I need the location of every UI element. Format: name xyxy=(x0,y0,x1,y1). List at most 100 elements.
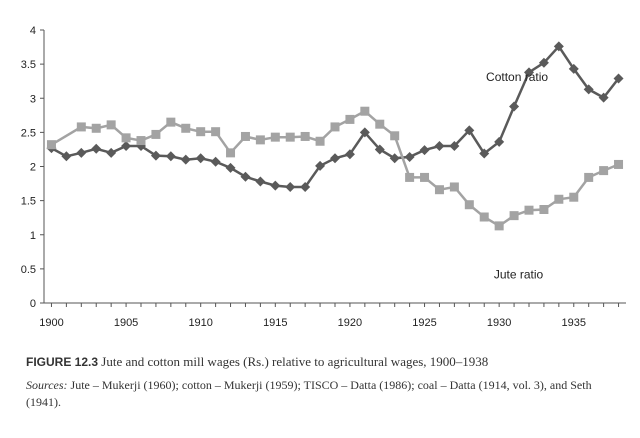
jute-ratio-point xyxy=(345,114,355,124)
jute-ratio-point xyxy=(494,221,504,231)
jute-ratio-point xyxy=(151,129,161,139)
cotton-ratio-point xyxy=(195,153,206,164)
figure-caption: FIGURE 12.3 Jute and cotton mill wages (… xyxy=(26,353,626,411)
jute-ratio-point xyxy=(106,120,116,130)
cotton-ratio-point xyxy=(121,141,132,152)
cotton-ratio-point xyxy=(330,153,340,164)
cotton-ratio-point xyxy=(464,125,475,136)
jute-ratio-point xyxy=(405,172,415,182)
axes: 0 0.5 1 1.5 2 2.5 3 3.5 4 1900 1905 1910 1915 1920 192… xyxy=(21,25,626,329)
sources-text: Jute – Mukerji (1960); cotton – Mukerji … xyxy=(26,378,592,409)
jute-ratio-point xyxy=(285,132,295,142)
jute-ratio-point xyxy=(76,122,86,132)
jute-ratio-point xyxy=(166,117,176,127)
jute-ratio-point xyxy=(599,166,609,176)
x-tick-label: 1905 xyxy=(114,317,138,329)
chart: 0 0.5 1 1.5 2 2.5 3 3.5 4 1900 1905 1910 1915 1920 192… xyxy=(21,25,626,329)
y-tick-label: 1.5 xyxy=(21,196,36,208)
y-tick-label: 0.5 xyxy=(21,264,36,276)
jute-ratio-point xyxy=(211,127,221,137)
cotton-ratio-point xyxy=(255,176,266,187)
jute-ratio-annotation: Jute ratio xyxy=(494,267,544,281)
y-tick-label: 2 xyxy=(30,162,36,174)
jute-ratio-point xyxy=(509,211,519,221)
cotton-ratio-point xyxy=(613,73,624,84)
jute-ratio-point xyxy=(420,172,430,182)
cotton-ratio-point xyxy=(479,148,490,159)
x-tick-label: 1910 xyxy=(188,317,212,329)
cotton-ratio-point xyxy=(598,92,609,103)
cotton-ratio-point xyxy=(568,63,579,74)
cotton-ratio-point xyxy=(434,141,445,152)
cotton-ratio-point xyxy=(449,141,460,152)
line-chart: 0 0.5 1 1.5 2 2.5 3 3.5 4 1900 1905 1910 1915 1920 192… xyxy=(21,25,626,329)
sources-label: Sources: xyxy=(26,378,68,392)
cotton-ratio-line xyxy=(50,44,620,189)
jute-ratio-point xyxy=(315,136,325,146)
cotton-ratio-point xyxy=(374,144,385,155)
y-tick-label: 1 xyxy=(30,230,36,242)
x-tick-label: 1920 xyxy=(338,317,362,329)
jute-ratio-point xyxy=(46,140,56,150)
cotton-ratio-point xyxy=(315,160,326,171)
cotton-ratio-point xyxy=(91,143,102,154)
cotton-ratio-point xyxy=(509,101,520,112)
cotton-ratio-point xyxy=(389,153,400,164)
jute-ratio-point xyxy=(196,127,206,137)
jute-ratio-point xyxy=(569,192,579,202)
cotton-ratio-point xyxy=(61,151,72,162)
figure-label: FIGURE 12.3 xyxy=(26,355,99,369)
cotton-ratio-annotation: Cotton ratio xyxy=(486,70,548,84)
cotton-ratio-point xyxy=(150,150,161,161)
x-tick-label: 1915 xyxy=(263,317,287,329)
cotton-ratio-point xyxy=(524,67,534,78)
jute-ratio-series xyxy=(46,106,624,231)
series-layer xyxy=(46,41,624,231)
jute-ratio-point xyxy=(360,106,370,116)
cotton-ratio-point xyxy=(419,145,430,156)
cotton-ratio-point xyxy=(553,41,564,52)
jute-ratio-point xyxy=(390,131,400,141)
jute-ratio-point xyxy=(375,119,385,129)
cotton-ratio-point xyxy=(494,136,505,147)
cotton-ratio-point xyxy=(583,84,594,95)
cotton-ratio-point xyxy=(270,180,281,191)
jute-ratio-point xyxy=(330,122,340,132)
cotton-ratio-series xyxy=(46,41,624,192)
cotton-ratio-point xyxy=(76,147,87,158)
jute-ratio-point xyxy=(434,185,444,195)
y-tick-label: 2.5 xyxy=(21,127,36,139)
cotton-ratio-point xyxy=(404,151,415,162)
cotton-ratio-point xyxy=(165,151,176,162)
cotton-ratio-point xyxy=(210,156,221,167)
jute-ratio-point xyxy=(524,205,534,215)
jute-ratio-point xyxy=(479,212,489,222)
jute-ratio-point xyxy=(539,204,549,214)
y-tick-label: 4 xyxy=(30,25,36,37)
cotton-ratio-point xyxy=(225,162,236,173)
jute-ratio-point xyxy=(270,132,280,142)
cotton-ratio-point xyxy=(180,154,191,165)
figure-title-text: Jute and cotton mill wages (Rs.) relativ… xyxy=(101,354,489,369)
x-tick-label: 1930 xyxy=(487,317,511,329)
cotton-ratio-point xyxy=(240,171,251,182)
jute-ratio-point xyxy=(91,123,101,133)
x-tick-label: 1925 xyxy=(412,317,436,329)
jute-ratio-point xyxy=(614,159,624,169)
jute-ratio-point xyxy=(121,133,131,143)
jute-ratio-point xyxy=(584,172,594,182)
cotton-ratio-point xyxy=(285,181,296,192)
cotton-ratio-point xyxy=(538,57,549,68)
jute-ratio-point xyxy=(464,200,474,210)
cotton-ratio-point xyxy=(344,149,355,160)
y-tick-label: 3 xyxy=(30,93,36,105)
cotton-ratio-point xyxy=(300,181,311,192)
cotton-ratio-point xyxy=(106,147,117,158)
x-tick-label: 1935 xyxy=(562,317,586,329)
jute-ratio-point xyxy=(449,182,459,192)
jute-ratio-point xyxy=(300,131,310,141)
cotton-ratio-point xyxy=(359,127,370,138)
figure-sources: Sources: Jute – Mukerji (1960); cotton –… xyxy=(26,377,626,411)
jute-ratio-point xyxy=(240,131,250,141)
y-tick-label: 0 xyxy=(30,298,36,310)
